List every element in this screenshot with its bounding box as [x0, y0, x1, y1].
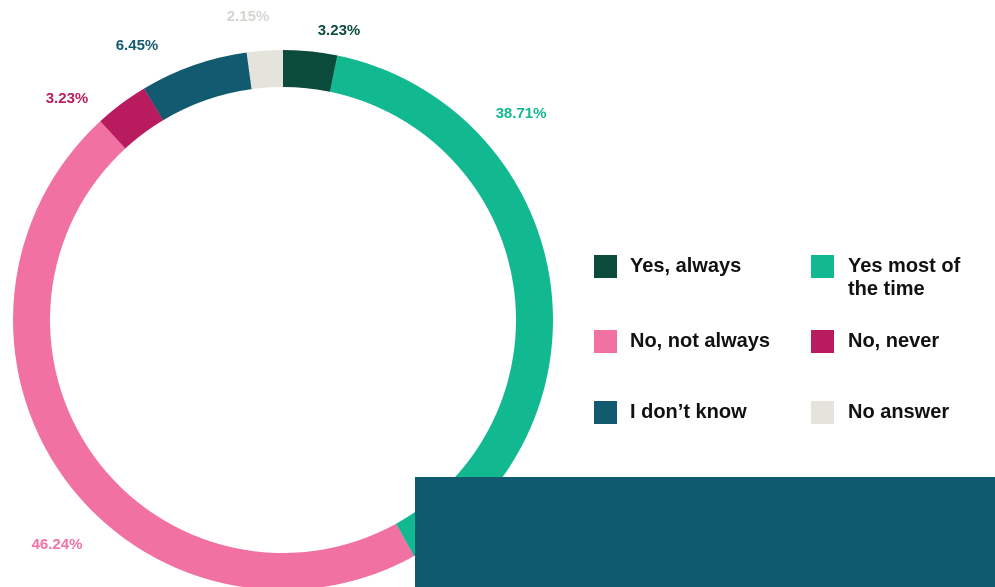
legend-swatch-no-answer [811, 401, 834, 424]
legend-label-yes-always: Yes, always [630, 255, 742, 277]
legend-swatch-no-not-always [594, 330, 617, 353]
data-label-no-not-always: 46.24% [32, 536, 83, 553]
slice-yes-always [283, 50, 338, 92]
decorative-panel [415, 477, 995, 587]
legend-label-no-answer: No answer [848, 401, 950, 423]
legend-label-i-dont-know: I don’t know [630, 401, 747, 423]
data-label-no-answer: 2.15% [227, 8, 270, 25]
legend-swatch-i-dont-know [594, 401, 617, 424]
slice-yes-most-of-the-time [329, 55, 553, 557]
slice-i-dont-know [144, 52, 252, 121]
legend-label-no-never: No, never [848, 330, 940, 352]
data-label-yes-most-of-the-time: 38.71% [496, 105, 547, 122]
legend-swatch-yes-always [594, 255, 617, 278]
legend-label-yes-most-of-the-time: Yes most of the time [848, 255, 961, 300]
legend-label-no-not-always: No, not always [630, 330, 771, 352]
data-label-no-never: 3.23% [46, 90, 89, 107]
data-label-i-dont-know: 6.45% [116, 37, 159, 54]
slice-no-answer [246, 50, 283, 90]
data-label-yes-always: 3.23% [318, 22, 361, 39]
slice-no-never [100, 88, 164, 149]
slice-no-not-always [13, 121, 415, 587]
legend-swatch-yes-most-of-the-time [811, 255, 834, 278]
legend-swatch-no-never [811, 330, 834, 353]
